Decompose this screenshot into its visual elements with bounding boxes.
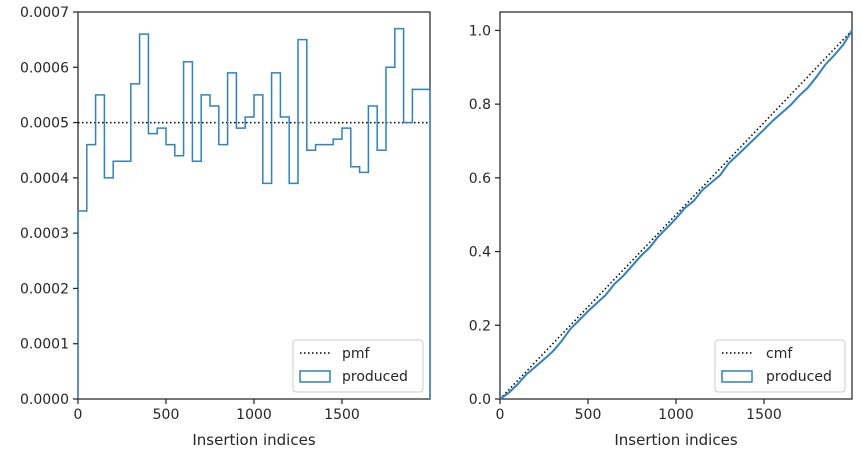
- x-axis-title: Insertion indices: [614, 431, 737, 449]
- legend-cmf-label: cmf: [766, 346, 793, 362]
- legend-produced-swatch: [299, 370, 331, 383]
- legend: pmf produced: [292, 339, 424, 393]
- cmf-line: [499, 29, 853, 400]
- produced-histogram-step: [77, 27, 431, 399]
- x-axis-ticks: 0 500 1000 1500: [496, 399, 782, 423]
- x-axis-title: Insertion indices: [192, 431, 315, 449]
- y-tick-label: 0.0: [469, 392, 491, 408]
- y-tick-label: 1.0: [469, 23, 491, 39]
- legend: cmf produced: [714, 339, 846, 393]
- legend-pmf-label: pmf: [342, 346, 371, 362]
- y-axis-ticks: 0.0 0.2 0.4 0.6 0.8 1.0: [469, 23, 500, 408]
- produced-line: [499, 29, 853, 400]
- x-tick-label: 500: [153, 407, 180, 423]
- pmf-chart: 0 500 1000 1500 0.00000.00010.00020.00030.0…: [20, 5, 431, 449]
- cmf-marks: [499, 29, 853, 400]
- y-tick-label: 0.0000: [20, 392, 69, 408]
- x-tick-label: 500: [575, 407, 602, 423]
- y-tick-label: 0.2: [469, 318, 491, 334]
- x-tick-label: 1500: [746, 407, 782, 423]
- legend-produced-swatch: [721, 370, 753, 383]
- pmf-marks: [77, 27, 431, 399]
- y-tick-label: 0.6: [469, 171, 491, 187]
- x-tick-label: 0: [74, 407, 83, 423]
- y-tick-label: 0.0002: [20, 281, 69, 297]
- x-tick-label: 1500: [324, 407, 360, 423]
- y-tick-label: 0.4: [469, 245, 491, 261]
- y-tick-label: 0.0004: [20, 171, 69, 187]
- y-tick-label: 0.0001: [20, 337, 69, 353]
- y-tick-label: 0.0006: [20, 60, 69, 76]
- x-axis-ticks: 0 500 1000 1500: [74, 399, 360, 423]
- y-tick-label: 0.0003: [20, 226, 69, 242]
- y-tick-label: 0.0007: [20, 5, 69, 21]
- x-tick-label: 1000: [658, 407, 694, 423]
- x-tick-label: 1000: [236, 407, 272, 423]
- y-tick-label: 0.0005: [20, 116, 69, 132]
- y-axis-ticks: 0.0000 0.0001 0.0002 0.0003 0.0004 0.0005 0.00…: [20, 5, 78, 408]
- legend-produced-label: produced: [766, 369, 832, 385]
- cmf-chart: 0 500 1000 1500 0.0 0.2 0.4 0.6 0.8 1.0 Insertio…: [469, 11, 853, 449]
- x-tick-label: 0: [496, 407, 505, 423]
- legend-produced-label: produced: [342, 369, 408, 385]
- y-tick-label: 0.8: [469, 97, 491, 113]
